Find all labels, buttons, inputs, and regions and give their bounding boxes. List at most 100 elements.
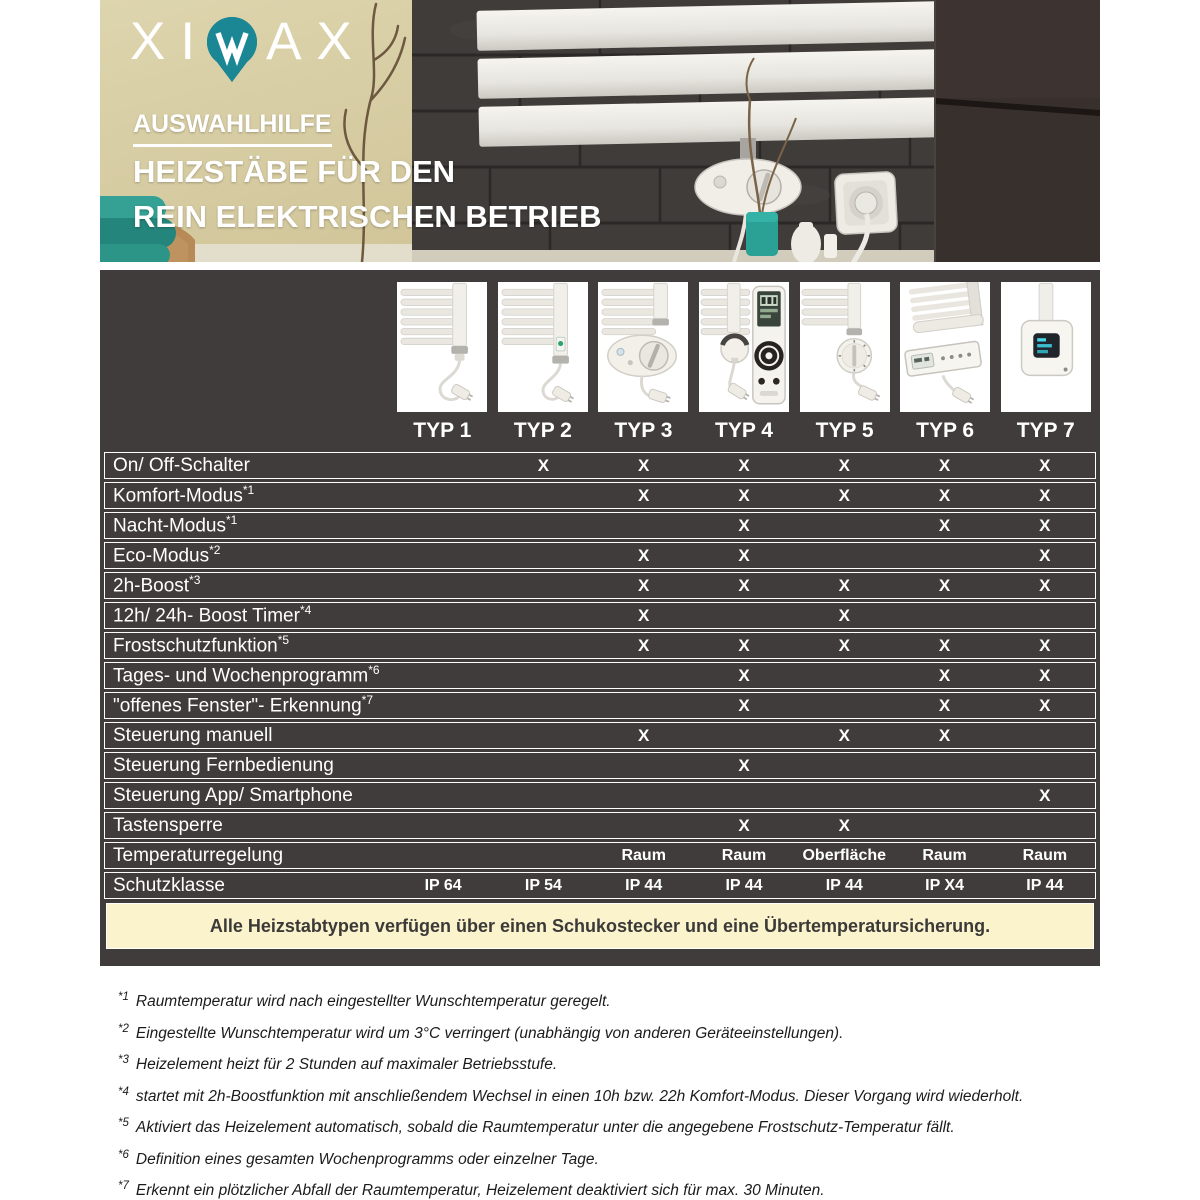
feature-x-mark: X bbox=[738, 695, 750, 715]
hero-eyebrow: AUSWAHLHILFE bbox=[133, 110, 332, 147]
table-column-header: TYP 7 bbox=[995, 282, 1096, 444]
table-row: Frostschutzfunktion*5 X X X X X bbox=[104, 632, 1096, 659]
feature-label: Schutzklasse bbox=[113, 874, 225, 896]
towels bbox=[100, 196, 176, 262]
note-bar: Alle Heizstabtypen verfügen über einen S… bbox=[106, 903, 1094, 949]
table-row: Eco-Modus*2 X X X bbox=[104, 542, 1096, 569]
table-row: "offenes Fenster"- Erkennung*7 X X X bbox=[104, 692, 1096, 719]
comparison-table: TYP 1 TYP 2 TYP 3 TYP 4 bbox=[100, 270, 1100, 966]
table-column-header: TYP 4 bbox=[694, 282, 795, 444]
feature-x-mark: X bbox=[938, 575, 951, 595]
hero-photo bbox=[100, 0, 1100, 262]
feature-x-mark: X bbox=[638, 725, 650, 745]
feature-x-mark: X bbox=[1039, 635, 1051, 655]
table-row: Steuerung App/ Smartphone X bbox=[104, 782, 1096, 809]
feature-label: Steuerung App/ Smartphone bbox=[113, 784, 353, 806]
feature-value: Raum bbox=[621, 846, 666, 864]
footnote-line: *4 startet mit 2h-Boostfunktion mit ansch… bbox=[118, 1085, 1024, 1105]
feature-x-mark: X bbox=[1039, 455, 1051, 475]
feature-x-mark: X bbox=[1039, 515, 1051, 535]
feature-x-mark: X bbox=[738, 455, 750, 475]
feature-x-mark: X bbox=[738, 515, 750, 535]
feature-x-mark: X bbox=[1039, 485, 1051, 505]
feature-value: IP 44 bbox=[1026, 876, 1064, 894]
column-label: TYP 4 bbox=[715, 419, 773, 442]
heating-element-switch-icon bbox=[497, 282, 588, 412]
feature-label: Komfort-Modus*1 bbox=[113, 483, 255, 507]
table-corner-spacer bbox=[104, 282, 392, 444]
table-row: 12h/ 24h- Boost Timer*4 X X bbox=[104, 602, 1096, 629]
feature-x-mark: X bbox=[638, 455, 650, 475]
ximax-logo-m-icon bbox=[207, 17, 258, 82]
feature-x-mark: X bbox=[1039, 695, 1051, 715]
feature-x-mark: X bbox=[638, 485, 650, 505]
feature-label: Steuerung manuell bbox=[113, 724, 273, 746]
feature-x-mark: X bbox=[938, 665, 951, 685]
column-label: TYP 3 bbox=[614, 419, 673, 442]
feature-value: IP X4 bbox=[925, 876, 964, 894]
feature-label: 12h/ 24h- Boost Timer*4 bbox=[113, 603, 312, 627]
feature-x-mark: X bbox=[738, 665, 750, 685]
heating-element-basic-icon bbox=[397, 282, 488, 412]
feature-x-mark: X bbox=[1039, 665, 1051, 685]
table-row: Komfort-Modus*1 X X X X X bbox=[104, 482, 1096, 509]
radiator-panel bbox=[476, 1, 942, 147]
feature-label: Frostschutzfunktion*5 bbox=[113, 633, 290, 657]
table-row: Schutzklasse IP 64 IP 54 IP 44 IP 44 IP 44 IP … bbox=[104, 872, 1096, 899]
page-title: HEIZSTÄBE FÜR DEN REIN ELEKTRISCHEN BETR… bbox=[133, 149, 601, 239]
ximax-logo: XI AX bbox=[130, 12, 367, 82]
feature-x-mark: X bbox=[838, 725, 850, 745]
feature-label: Eco-Modus*2 bbox=[113, 543, 221, 567]
column-label: TYP 6 bbox=[916, 419, 975, 442]
heating-element-smart-box-icon bbox=[1000, 282, 1091, 412]
feature-x-mark: X bbox=[738, 815, 750, 835]
feature-x-mark: X bbox=[638, 575, 650, 595]
table-row: 2h-Boost*3 X X X X X bbox=[104, 572, 1096, 599]
feature-label: Tages- und Wochenprogramm*6 bbox=[113, 663, 380, 687]
feature-value: Raum bbox=[721, 846, 767, 864]
table-row: Temperaturregelung Raum Raum Oberfläche Raum… bbox=[104, 842, 1096, 869]
feature-value: IP 44 bbox=[825, 876, 863, 894]
footnote-line: *2 Eingestellte Wunschtemperatur wird um … bbox=[118, 1022, 844, 1042]
feature-value: IP 44 bbox=[725, 876, 763, 894]
heating-element-dial-icon bbox=[598, 282, 689, 412]
table-row: Tages- und Wochenprogramm*6 X X X bbox=[104, 662, 1096, 689]
table-row: Steuerung Fernbedienung X bbox=[104, 752, 1096, 779]
feature-x-mark: X bbox=[938, 455, 951, 475]
feature-label: "offenes Fenster"- Erkennung*7 bbox=[113, 693, 374, 717]
heating-element-thermostat-knob-icon bbox=[799, 282, 890, 412]
table-header: TYP 1 TYP 2 TYP 3 TYP 4 bbox=[104, 270, 1096, 444]
feature-value: Raum bbox=[922, 846, 967, 864]
feature-x-mark: X bbox=[838, 485, 850, 505]
table-column-header: TYP 3 bbox=[593, 282, 694, 444]
column-label: TYP 2 bbox=[513, 419, 572, 442]
feature-x-mark: X bbox=[838, 455, 850, 475]
note-text: Alle Heizstabtypen verfügen über einen S… bbox=[209, 915, 991, 936]
feature-x-mark: X bbox=[838, 635, 850, 655]
feature-label: On/ Off-Schalter bbox=[113, 454, 250, 476]
jug bbox=[791, 222, 837, 262]
feature-x-mark: X bbox=[938, 725, 951, 745]
feature-label: Nacht-Modus*1 bbox=[113, 513, 238, 537]
feature-x-mark: X bbox=[938, 635, 951, 655]
feature-x-mark: X bbox=[537, 455, 550, 475]
feature-x-mark: X bbox=[838, 815, 850, 835]
table-row: On/ Off-Schalter X X X X X X bbox=[104, 452, 1096, 479]
feature-x-mark: X bbox=[938, 515, 951, 535]
feature-x-mark: X bbox=[1039, 545, 1051, 565]
footnote-line: *3 Heizelement heizt für 2 Stunden auf ma… bbox=[118, 1054, 558, 1073]
feature-label: Tastensperre bbox=[113, 814, 223, 836]
table-column-header: TYP 2 bbox=[493, 282, 594, 444]
feature-x-mark: X bbox=[638, 635, 650, 655]
feature-value: IP 64 bbox=[424, 876, 462, 894]
feature-x-mark: X bbox=[938, 695, 951, 715]
cabinet bbox=[934, 0, 1100, 262]
feature-x-mark: X bbox=[938, 485, 951, 505]
feature-x-mark: X bbox=[738, 755, 750, 775]
feature-x-mark: X bbox=[1039, 785, 1051, 805]
footnote-line: *7 Erkennt ein plötzlicher Abfall der Rau… bbox=[118, 1180, 825, 1199]
column-label: TYP 7 bbox=[1016, 419, 1075, 442]
feature-label: Temperaturregelung bbox=[113, 844, 284, 866]
page-title-line1: HEIZSTÄBE FÜR DEN bbox=[133, 154, 456, 189]
